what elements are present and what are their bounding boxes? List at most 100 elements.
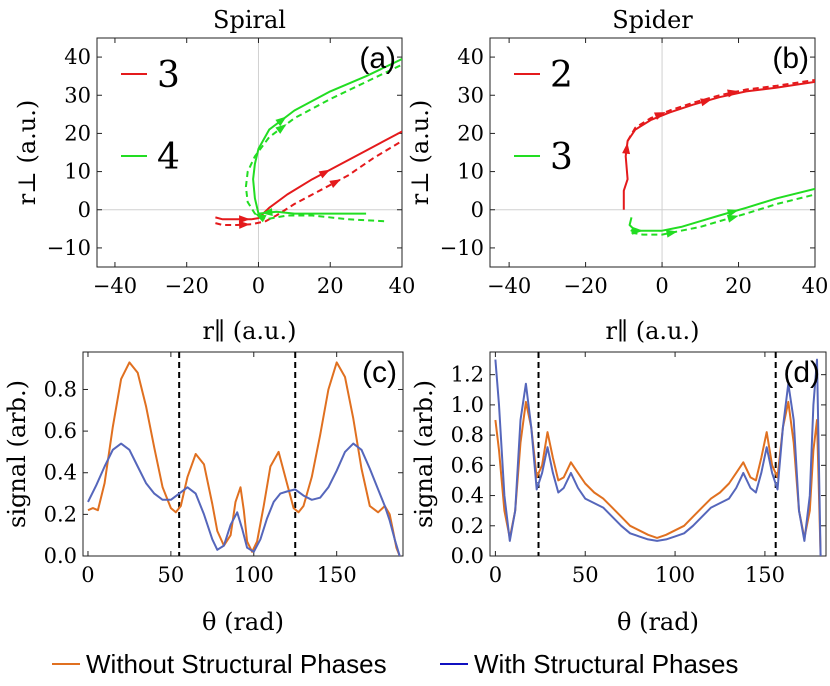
direction-arrow: [329, 179, 341, 188]
y-axis-label: r⊥ (a.u.): [13, 100, 41, 205]
x-tick-label: 40: [802, 274, 829, 298]
y-tick-label: 0.8: [451, 423, 484, 447]
direction-arrow: [238, 220, 251, 229]
plot-frame: [489, 351, 827, 557]
series-line-2: [87, 442, 401, 556]
x-axis-label: θ (rad): [617, 608, 699, 636]
y-axis-label: r⊥ (a.u.): [406, 100, 434, 205]
y-tick-label: 0.4: [44, 461, 77, 485]
direction-arrow: [726, 209, 739, 217]
legend-entry: 3: [550, 137, 573, 178]
x-tick-label: 0: [489, 563, 502, 587]
x-axis-label: r∥ (a.u.): [203, 317, 297, 345]
panel-label: (a): [359, 42, 396, 75]
panel-label: (b): [772, 42, 809, 75]
series-line-1: [494, 400, 822, 556]
y-tick-label: 0.2: [44, 502, 77, 526]
x-tick-label: 40: [389, 274, 416, 298]
y-tick-label: 0.0: [451, 544, 484, 568]
direction-arrow: [255, 213, 267, 223]
y-tick-label: 0.6: [451, 453, 484, 477]
plot-frame: [489, 37, 816, 268]
direction-arrow: [653, 112, 666, 120]
direction-arrow: [261, 208, 273, 217]
y-tick-label: −10: [440, 236, 484, 260]
y-tick-label: −10: [47, 236, 91, 260]
plot-frame: [96, 37, 403, 268]
series-line-1: [87, 361, 401, 556]
legend-label-orange: Without Structural Phases: [86, 649, 387, 679]
panel-d: 0 50 100 150 0.0 0.2 0.4 0.6 0.8 1.0 1.2 (d) θ (rad)…: [410, 351, 827, 636]
direction-arrow: [239, 215, 251, 224]
series-line-3: [252, 58, 402, 215]
panel-c: 0 50 100 150 0.0 0.2 0.4 0.6 0.8 (c) θ (rad) signal…: [3, 351, 404, 636]
plot-frame: [82, 351, 404, 557]
panel-label: (c): [362, 356, 397, 389]
y-tick-label: 0: [78, 198, 91, 222]
x-tick-label: 50: [158, 563, 185, 587]
legend-label-blue: With Structural Phases: [474, 649, 738, 679]
panel-b: −40 −20 0 20 40 −10 0 10 20 30 40 (b) Spider r∥ (a.u.…: [406, 6, 828, 345]
x-tick-label: −40: [93, 274, 137, 298]
x-axis-label: r∥ (a.u.): [606, 317, 700, 345]
x-axis-label: θ (rad): [202, 608, 284, 636]
y-tick-label: 0.8: [44, 377, 77, 401]
y-tick-label: 1.0: [451, 393, 484, 417]
y-tick-label: 20: [64, 121, 91, 145]
y-tick-label: 0.2: [451, 514, 484, 538]
legend-entry: 3: [157, 55, 180, 96]
x-tick-label: −20: [165, 274, 209, 298]
series-group: [215, 58, 402, 229]
y-tick-label: 0.4: [451, 484, 484, 508]
y-tick-label: 10: [64, 160, 91, 184]
x-tick-label: 20: [317, 274, 344, 298]
x-tick-label: −20: [563, 274, 607, 298]
series-line-2: [494, 358, 822, 556]
chart-title: Spider: [612, 6, 693, 34]
series-line-2: [626, 79, 815, 142]
y-tick-label: 0: [471, 198, 484, 222]
direction-arrow: [275, 124, 287, 134]
y-tick-label: 0.0: [44, 544, 77, 568]
x-tick-label: 0: [252, 274, 265, 298]
x-tick-label: 50: [572, 563, 599, 587]
direction-arrow: [700, 98, 712, 107]
y-axis-label: signal (arb.): [3, 380, 31, 528]
legend-entry: 2: [550, 55, 573, 96]
series-line-4: [244, 63, 402, 223]
series-group: [87, 361, 401, 556]
series-line-1: [622, 80, 815, 210]
x-tick-label: 100: [234, 563, 274, 587]
chart-title: Spiral: [213, 6, 286, 34]
panel-a: −40 −20 0 20 40 −10 0 10 20 30 40 (a) Spiral r∥ (a.u.…: [13, 6, 415, 345]
direction-arrow: [275, 116, 287, 127]
direction-arrow: [665, 229, 678, 238]
y-tick-label: 1.2: [451, 363, 484, 387]
x-tick-label: 0: [655, 274, 668, 298]
y-tick-label: 40: [457, 45, 484, 69]
series-group: [622, 79, 815, 238]
x-tick-label: 150: [317, 563, 357, 587]
y-tick-label: 40: [64, 45, 91, 69]
legend-entry: 4: [157, 137, 180, 178]
y-tick-label: 30: [457, 83, 484, 107]
x-tick-label: 0: [81, 563, 94, 587]
x-tick-label: 100: [655, 563, 695, 587]
y-tick-label: 30: [64, 83, 91, 107]
x-tick-label: −40: [487, 274, 531, 298]
direction-arrow: [622, 142, 631, 155]
y-tick-label: 0.6: [44, 419, 77, 443]
series-group: [494, 358, 822, 556]
direction-arrow: [727, 89, 739, 98]
direction-arrow: [726, 214, 739, 223]
bottom-legend: Without Structural Phases With Structura…: [52, 649, 738, 679]
y-tick-label: 10: [457, 160, 484, 184]
y-axis-label: signal (arb.): [410, 380, 438, 528]
panel-label: (d): [783, 356, 820, 389]
x-tick-label: 20: [725, 274, 752, 298]
direction-arrow: [318, 169, 331, 179]
y-tick-label: 20: [457, 121, 484, 145]
series-line-1: [215, 130, 402, 221]
x-tick-label: 150: [745, 563, 785, 587]
